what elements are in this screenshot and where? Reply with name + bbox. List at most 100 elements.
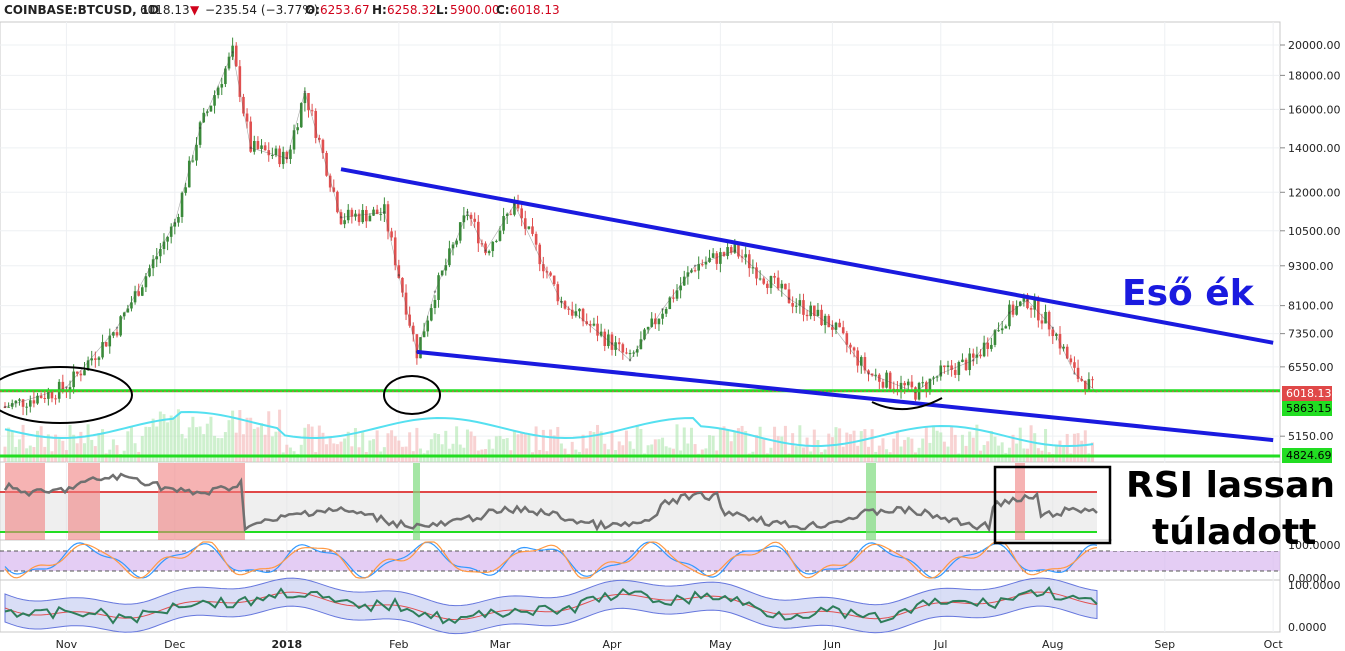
candle-body xyxy=(54,398,57,400)
volume-bar xyxy=(599,431,603,462)
volume-bar xyxy=(433,433,437,462)
volume-bar xyxy=(942,441,946,462)
candle-body xyxy=(325,152,328,176)
trendline-upper xyxy=(340,167,1274,345)
candle-body xyxy=(155,256,159,260)
rsi-label-line1: RSI lassan xyxy=(1126,465,1335,506)
x-tick-label: Feb xyxy=(389,638,408,651)
candle-body xyxy=(614,342,617,350)
volume-bar xyxy=(556,426,560,462)
stoch-band xyxy=(0,551,1280,571)
wedge-label: Eső ék xyxy=(1122,273,1255,314)
rsi-oversold-zone xyxy=(866,463,876,540)
volume-bar xyxy=(346,431,350,462)
candle-body xyxy=(7,406,10,408)
candle-body xyxy=(834,322,838,330)
volume-bar xyxy=(397,440,401,462)
candle-body xyxy=(690,270,693,273)
candle-body xyxy=(639,339,643,350)
candle-body xyxy=(274,148,278,155)
candle-body xyxy=(314,110,318,138)
candle-body xyxy=(444,265,448,271)
volume-bar xyxy=(234,432,238,462)
candle-body xyxy=(505,213,509,217)
candle-body xyxy=(198,122,202,145)
candle-body xyxy=(531,226,534,234)
volume-bar xyxy=(859,431,863,462)
candle-body xyxy=(672,297,675,299)
candle-body xyxy=(950,365,953,370)
volume-bar xyxy=(220,438,224,462)
x-tick-label: 2018 xyxy=(272,638,303,651)
volume-bar xyxy=(444,430,448,462)
candle-body xyxy=(632,352,635,354)
candle-body xyxy=(184,187,187,193)
candle-body xyxy=(281,151,285,165)
volume-bar xyxy=(643,453,647,462)
candle-body xyxy=(798,300,802,306)
price-point xyxy=(661,307,664,311)
volume-bar xyxy=(744,430,748,462)
volume-bar xyxy=(104,453,108,462)
candle-body xyxy=(1062,346,1065,349)
volume-bar xyxy=(274,431,278,462)
volume-bar xyxy=(119,453,123,462)
volume-bar xyxy=(54,434,58,462)
candle-body xyxy=(1051,329,1055,337)
x-tick-label: Mar xyxy=(490,638,511,651)
volume-bar xyxy=(176,409,180,462)
volume-bar xyxy=(794,446,798,462)
candle-body xyxy=(343,220,346,225)
volume-bar xyxy=(903,439,907,462)
candle-body xyxy=(191,160,195,162)
candle-body xyxy=(292,130,296,150)
bands-value-line xyxy=(4,585,1098,625)
candle-body xyxy=(458,222,462,241)
candle-body xyxy=(401,277,404,293)
candle-body xyxy=(21,399,25,407)
y-tick-label: 8100.00 xyxy=(1288,300,1334,313)
candle-body xyxy=(635,349,639,353)
symbol-label[interactable]: COINBASE:BTCUSD, 1D xyxy=(4,3,159,17)
candle-body xyxy=(346,209,350,221)
candle-body xyxy=(1047,311,1051,330)
candle-body xyxy=(621,344,625,353)
candle-body xyxy=(809,305,812,317)
volume-bar xyxy=(502,438,506,462)
volume-bar xyxy=(848,434,852,462)
price-point xyxy=(1073,372,1076,375)
candle-body xyxy=(878,374,881,382)
stoch-d-line xyxy=(4,541,1098,579)
price-point xyxy=(1008,311,1011,315)
candle-body xyxy=(946,365,950,368)
volume-bar xyxy=(603,443,607,462)
candle-body xyxy=(625,352,628,354)
candle-body xyxy=(928,378,932,391)
candle-body xyxy=(79,373,83,376)
volume-bar xyxy=(36,430,40,462)
candle-body xyxy=(592,323,596,326)
volume-bar xyxy=(180,433,184,462)
candle-body xyxy=(180,192,184,217)
candle-body xyxy=(195,144,198,161)
candle-body xyxy=(1000,328,1004,331)
candle-body xyxy=(177,216,180,223)
price-point xyxy=(173,221,177,224)
candle-body xyxy=(256,141,260,149)
volume-bar xyxy=(957,453,961,462)
volume-bar xyxy=(375,430,379,462)
candle-body xyxy=(939,365,943,377)
candle-body xyxy=(28,400,32,407)
volume-bar xyxy=(787,453,791,462)
volume-bar xyxy=(899,446,903,462)
volume-bar xyxy=(650,444,654,462)
volume-bar xyxy=(39,426,43,462)
y-tick-label: 20000.00 xyxy=(1288,39,1341,52)
candle-body xyxy=(921,382,925,384)
candle-body xyxy=(336,191,339,213)
volume-bar xyxy=(317,425,321,462)
candle-body xyxy=(513,202,516,215)
volume-bar xyxy=(740,425,744,462)
candle-body xyxy=(130,302,133,309)
